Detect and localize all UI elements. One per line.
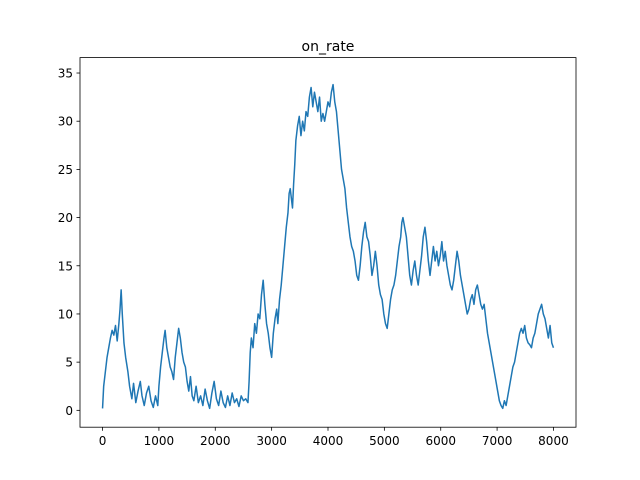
y-tick-label: 10	[58, 307, 73, 321]
x-tick-label: 0	[99, 434, 107, 448]
y-tick-label: 25	[58, 163, 73, 177]
x-tick-label: 3000	[256, 434, 287, 448]
x-tick-label: 7000	[482, 434, 513, 448]
y-tick-label: 5	[65, 356, 73, 370]
y-tick-label: 35	[58, 67, 73, 81]
axes-frame	[79, 57, 577, 428]
x-axis: 0 1000 2000 3000 4000 5000 6000 7000 8000	[99, 427, 569, 448]
chart-title: on_rate	[302, 39, 355, 55]
y-axis: 0 5 10 15 20 25 30 35	[58, 67, 80, 418]
x-tick-label: 2000	[200, 434, 231, 448]
x-tick-label: 4000	[313, 434, 344, 448]
y-tick-label: 0	[65, 404, 73, 418]
x-tick-label: 5000	[369, 434, 400, 448]
y-tick-label: 20	[58, 211, 73, 225]
x-tick-label: 8000	[538, 434, 569, 448]
x-tick-label: 6000	[425, 434, 456, 448]
plot-area	[101, 83, 555, 410]
y-tick-label: 30	[58, 115, 73, 129]
x-tick-label: 1000	[144, 434, 175, 448]
series-line-0	[101, 83, 555, 410]
y-tick-label: 15	[58, 259, 73, 273]
